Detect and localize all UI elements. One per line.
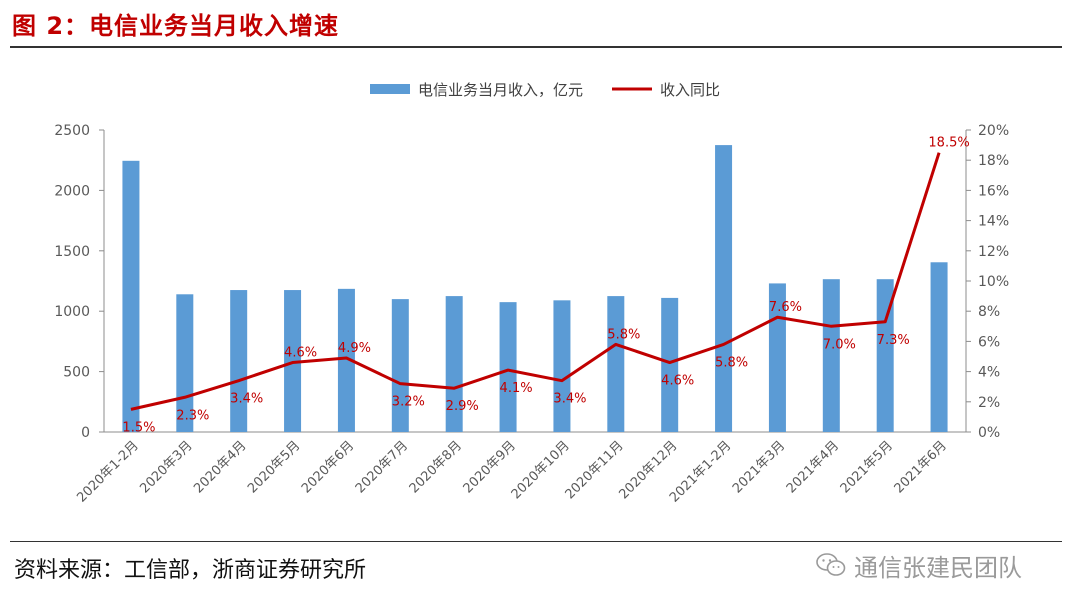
data-label-15: 7.3% xyxy=(877,333,910,348)
y-left-tick-label: 1500 xyxy=(54,244,90,260)
legend: 电信业务当月收入，亿元 收入同比 xyxy=(370,81,720,99)
x-tick-label-6: 2020年7月 xyxy=(353,438,411,496)
data-label-2: 2.3% xyxy=(176,408,209,423)
y-right-tick-label: 10% xyxy=(978,274,1009,290)
data-label-10: 5.8% xyxy=(607,327,640,342)
data-label-3: 3.4% xyxy=(230,392,263,407)
legend-bar-label: 电信业务当月收入，亿元 xyxy=(418,81,583,99)
x-tick-label-16: 2021年6月 xyxy=(892,438,950,496)
bottom-rule xyxy=(10,541,1062,542)
data-label-8: 4.1% xyxy=(500,381,533,396)
y-right-tick-label: 16% xyxy=(978,183,1009,199)
bar-9 xyxy=(553,300,571,432)
y-right-tick-label: 8% xyxy=(978,304,1000,320)
y-left-tick-label: 2500 xyxy=(54,123,90,139)
top-rule xyxy=(10,46,1062,48)
watermark-text: 通信张建民团队 xyxy=(854,553,1022,582)
bar-16 xyxy=(930,262,948,432)
data-labels: 1.5% 2.3% 3.4% 4.6% 4.9% 3.2% 2.9% 4.1% 3.4% 5.8%… xyxy=(122,136,969,436)
watermark: 通信张建民团队 xyxy=(816,550,1022,582)
bar-11 xyxy=(661,297,679,432)
line-series xyxy=(130,152,941,411)
bar-12 xyxy=(715,145,733,432)
axes: 0 500 1000 1500 2000 2500 0% 2% 4% 6% 8% 10% 12% 14% 1… xyxy=(54,123,1009,441)
data-label-16: 18.5% xyxy=(928,136,969,151)
y-right-tick-label: 6% xyxy=(978,334,1000,350)
data-label-4: 4.6% xyxy=(284,346,317,361)
data-label-9: 3.4% xyxy=(553,392,586,407)
x-tick-label-15: 2021年5月 xyxy=(838,438,896,496)
bar-series xyxy=(122,145,948,432)
x-tick-label-14: 2021年4月 xyxy=(784,438,842,496)
x-tick-label-3: 2020年4月 xyxy=(191,438,249,496)
bar-5 xyxy=(337,288,355,432)
x-tick-label-4: 2020年5月 xyxy=(245,438,303,496)
data-label-13: 7.6% xyxy=(769,300,802,315)
bar-8 xyxy=(499,302,517,432)
x-tick-label-1: 2020年1-2月 xyxy=(74,438,141,505)
source-note: 资料来源：工信部，浙商证券研究所 xyxy=(14,558,367,583)
data-label-7: 2.9% xyxy=(446,399,479,414)
legend-bar-swatch xyxy=(370,84,410,94)
legend-line-label: 收入同比 xyxy=(660,81,720,99)
x-tick-label-7: 2020年8月 xyxy=(407,438,465,496)
y-right-tick-label: 20% xyxy=(978,123,1009,139)
data-label-6: 3.2% xyxy=(392,395,425,410)
figure-title: 图 2：电信业务当月收入增速 xyxy=(12,12,340,40)
x-tick-label-8: 2020年9月 xyxy=(461,438,519,496)
y-right-tick-label: 18% xyxy=(978,153,1009,169)
y-right-tick-label: 2% xyxy=(978,395,1000,411)
bar-4 xyxy=(284,290,302,432)
bar-6 xyxy=(391,299,409,432)
bar-3 xyxy=(230,290,248,432)
bar-1 xyxy=(122,160,140,432)
x-tick-label-2: 2020年3月 xyxy=(137,438,195,496)
y-left-tick-label: 2000 xyxy=(54,183,90,199)
y-left-tick-label: 1000 xyxy=(54,304,90,320)
data-label-11: 4.6% xyxy=(661,374,694,389)
y-left-tick-label: 500 xyxy=(63,365,90,381)
data-label-14: 7.0% xyxy=(823,337,856,352)
y-right-tick-label: 12% xyxy=(978,244,1009,260)
data-label-1: 1.5% xyxy=(122,420,155,435)
y-right-tick-label: 4% xyxy=(978,365,1000,381)
data-label-12: 5.8% xyxy=(715,355,748,370)
data-label-5: 4.9% xyxy=(338,341,371,356)
chart: 电信业务当月收入，亿元 收入同比 0 500 1000 1500 2000 2500 0% 2%… xyxy=(54,81,1009,506)
bar-10 xyxy=(607,296,625,432)
y-right-tick-label: 0% xyxy=(978,425,1000,441)
y-left-tick-label: 0 xyxy=(81,425,90,441)
y-right-tick-label: 14% xyxy=(978,214,1009,230)
x-tick-label-5: 2020年6月 xyxy=(299,438,357,496)
wechat-icon xyxy=(816,553,846,576)
x-axis-ticks: 2020年1-2月2020年3月2020年4月2020年5月2020年6月202… xyxy=(74,438,950,505)
yoy-line xyxy=(130,152,941,411)
bar-7 xyxy=(445,296,463,432)
bar-15 xyxy=(876,279,894,432)
x-tick-label-13: 2021年3月 xyxy=(730,438,788,496)
bar-14 xyxy=(822,279,840,432)
